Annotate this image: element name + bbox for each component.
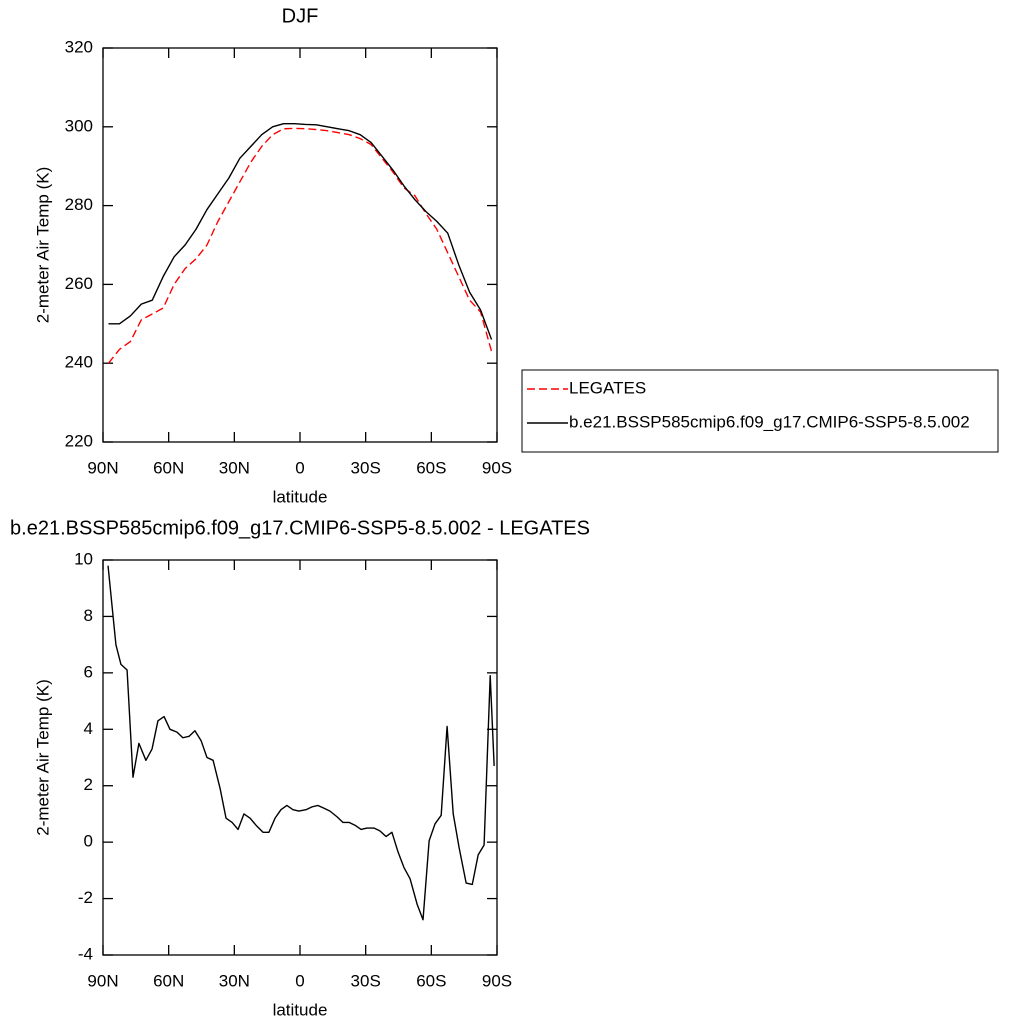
x-tick-label: 30N [219, 971, 250, 990]
legend-label: b.e21.BSSP585cmip6.f09_g17.CMIP6-SSP5-8.… [569, 412, 970, 431]
legend-label: LEGATES [569, 378, 646, 397]
plot-frame [102, 559, 498, 956]
x-tick-label: 60S [416, 458, 446, 477]
x-tick-label: 60N [153, 458, 184, 477]
y-tick-label: 300 [65, 116, 93, 135]
x-tick-label: 90N [87, 458, 118, 477]
y-tick-label: 280 [65, 195, 93, 214]
plot-frame [102, 47, 498, 443]
y-tick-label: 6 [84, 662, 93, 681]
chart-title: b.e21.BSSP585cmip6.f09_g17.CMIP6-SSP5-8.… [10, 517, 590, 539]
y-tick-label: 2 [84, 775, 93, 794]
y-axis-label: 2-meter Air Temp (K) [33, 167, 52, 324]
x-tick-label: 60N [153, 971, 184, 990]
y-tick-label: 320 [65, 37, 93, 56]
x-tick-label: 90S [482, 458, 512, 477]
x-tick-label: 0 [295, 971, 304, 990]
legend-box [521, 369, 999, 453]
y-tick-label: 220 [65, 431, 93, 450]
x-tick-label: 90N [87, 971, 118, 990]
y-tick-label: -2 [78, 888, 93, 907]
y-axis-label: 2-meter Air Temp (K) [33, 679, 52, 836]
data-line [107, 127, 493, 364]
x-tick-label: 60S [416, 971, 446, 990]
data-line [107, 565, 495, 921]
chart-title: DJF [282, 5, 319, 27]
y-tick-label: 260 [65, 274, 93, 293]
x-axis-label: latitude [273, 1000, 328, 1019]
y-tick-label: 10 [74, 549, 93, 568]
data-line [108, 122, 493, 340]
x-tick-label: 90S [482, 971, 512, 990]
x-tick-label: 30S [351, 458, 381, 477]
x-axis-label: latitude [273, 487, 328, 506]
x-tick-label: 0 [295, 458, 304, 477]
y-tick-label: 240 [65, 353, 93, 372]
y-tick-label: 4 [84, 719, 93, 738]
y-tick-label: -4 [78, 944, 93, 963]
x-tick-label: 30N [219, 458, 250, 477]
x-tick-label: 30S [351, 971, 381, 990]
y-tick-label: 0 [84, 832, 93, 851]
y-tick-label: 8 [84, 606, 93, 625]
